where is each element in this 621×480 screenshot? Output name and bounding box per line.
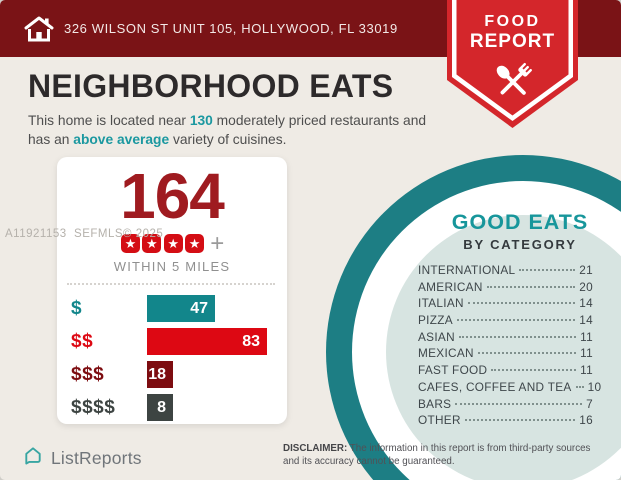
intro-text-line1: This home is located near 130 moderately… bbox=[28, 113, 427, 128]
dotted-leader bbox=[486, 285, 576, 288]
disclaimer-text: DISCLAIMER: The information in this repo… bbox=[283, 443, 591, 467]
category-label: AMERICAN bbox=[418, 279, 483, 294]
total-restaurants: 164 bbox=[120, 160, 225, 232]
price-tier-label: $$ bbox=[71, 330, 94, 352]
category-row: CAFES, COFFEE AND TEA 10 bbox=[418, 379, 601, 397]
price-tier-label: $$$$ bbox=[71, 396, 116, 418]
star-icon: ★ bbox=[120, 233, 140, 253]
category-value: 16 bbox=[579, 413, 593, 428]
dotted-leader bbox=[467, 302, 576, 305]
category-value: 14 bbox=[579, 313, 593, 328]
dotted-leader bbox=[458, 335, 577, 338]
star-icon: ★ bbox=[163, 233, 183, 253]
category-label: FAST FOOD bbox=[418, 363, 488, 378]
star-icon: ★ bbox=[185, 233, 205, 253]
price-tier-label: $$$ bbox=[71, 363, 105, 385]
variety-highlight: above average bbox=[73, 132, 170, 148]
intro-text: This home is located near 130 moderately… bbox=[28, 111, 426, 149]
category-label: CAFES, COFFEE AND TEA bbox=[418, 379, 572, 394]
dotted-leader bbox=[519, 269, 576, 271]
category-value: 11 bbox=[580, 363, 593, 378]
category-row: ITALIAN 14 bbox=[418, 296, 593, 313]
listreports-logo: ListReports bbox=[22, 444, 142, 472]
restaurant-count-highlight: 130 bbox=[189, 113, 213, 128]
category-label: INTERNATIONAL bbox=[418, 263, 516, 277]
price-bar-value: 18 bbox=[148, 365, 166, 383]
house-outline-icon bbox=[22, 444, 44, 472]
category-value: 11 bbox=[580, 329, 593, 344]
category-row: ASIAN 11 bbox=[418, 330, 593, 347]
price-bar-value: 47 bbox=[190, 299, 208, 317]
category-list: INTERNATIONAL 21 AMERICAN 20 ITALIAN 14 … bbox=[418, 263, 601, 430]
house-icon bbox=[22, 13, 56, 45]
dotted-leader bbox=[455, 402, 583, 405]
price-bar: 47 bbox=[147, 295, 215, 323]
category-row: PIZZA 14 bbox=[418, 313, 593, 330]
category-row: FAST FOOD 11 bbox=[418, 363, 593, 380]
intro-text-line2: has an above average variety of cuisines… bbox=[28, 132, 287, 148]
star-rating: ★ ★ ★ ★ + bbox=[57, 229, 287, 257]
property-address: 326 WILSON ST UNIT 105, HOLLYWOOD, FL 33… bbox=[64, 21, 398, 36]
dotted-leader bbox=[491, 369, 577, 372]
price-bar-row: $$ 83 bbox=[71, 328, 287, 356]
page-title: NEIGHBORHOOD EATS bbox=[28, 68, 394, 104]
category-circle-fill bbox=[386, 215, 621, 480]
good-eats-subtitle: BY CATEGORY bbox=[463, 237, 577, 252]
price-bar: 83 bbox=[147, 328, 267, 356]
price-tier-label: $ bbox=[71, 297, 83, 319]
category-row: AMERICAN 20 bbox=[418, 280, 593, 297]
badge-title-line2: REPORT bbox=[469, 31, 556, 52]
category-label: MEXICAN bbox=[418, 346, 474, 361]
price-tier-chart: $ 47 $$ 83 $$$ 18 $$$$ 8 bbox=[57, 295, 287, 422]
price-bar-row: $$$ 18 bbox=[71, 361, 287, 389]
star-icon: ★ bbox=[142, 233, 162, 253]
price-bar-row: $ 47 bbox=[71, 295, 287, 323]
dotted-divider bbox=[67, 283, 275, 286]
plus-icon: + bbox=[210, 229, 225, 257]
category-value: 11 bbox=[580, 346, 593, 361]
category-label: ITALIAN bbox=[418, 296, 464, 311]
category-value: 21 bbox=[579, 263, 593, 277]
dotted-leader bbox=[464, 419, 576, 422]
badge-shape bbox=[447, 0, 578, 128]
listreports-logo-text: ListReports bbox=[51, 447, 142, 468]
category-row: MEXICAN 11 bbox=[418, 346, 593, 363]
category-label: ASIAN bbox=[418, 329, 455, 344]
disclaimer-label: DISCLAIMER: bbox=[283, 443, 348, 454]
dotted-leader bbox=[575, 385, 584, 388]
star-tiles: ★ ★ ★ ★ bbox=[120, 233, 206, 253]
price-bar-row: $$$$ 8 bbox=[71, 394, 287, 422]
mls-watermark: A11921153 SEFMLS© 2025 bbox=[5, 228, 164, 240]
price-bar-value: 8 bbox=[157, 398, 166, 416]
category-row: OTHER 16 bbox=[418, 413, 593, 430]
price-bar: 8 bbox=[147, 394, 173, 422]
utensils-crossed-icon bbox=[488, 57, 538, 112]
category-value: 20 bbox=[579, 279, 593, 294]
price-bar: 18 bbox=[147, 361, 173, 389]
category-label: PIZZA bbox=[418, 313, 453, 328]
category-circle-ring bbox=[326, 155, 621, 480]
radius-caption: WITHIN 5 MILES bbox=[113, 259, 231, 275]
category-value: 7 bbox=[586, 396, 593, 411]
category-label: BARS bbox=[418, 396, 452, 411]
category-label: OTHER bbox=[418, 413, 461, 428]
good-eats-title: GOOD EATS bbox=[451, 210, 589, 234]
category-row: BARS 7 bbox=[418, 397, 593, 414]
dotted-leader bbox=[477, 352, 577, 355]
category-value: 10 bbox=[587, 379, 602, 394]
food-report-badge: FOOD REPORT bbox=[447, 0, 578, 129]
dotted-leader bbox=[456, 319, 576, 322]
price-bar-value: 83 bbox=[242, 332, 260, 350]
badge-title-line1: FOOD bbox=[484, 13, 541, 30]
category-row: INTERNATIONAL 21 bbox=[418, 263, 593, 280]
restaurant-summary-card: 164 ★ ★ ★ ★ + WITHIN 5 MILES $ 47 $$ 83 $$$… bbox=[57, 157, 287, 424]
category-value: 14 bbox=[579, 296, 593, 311]
